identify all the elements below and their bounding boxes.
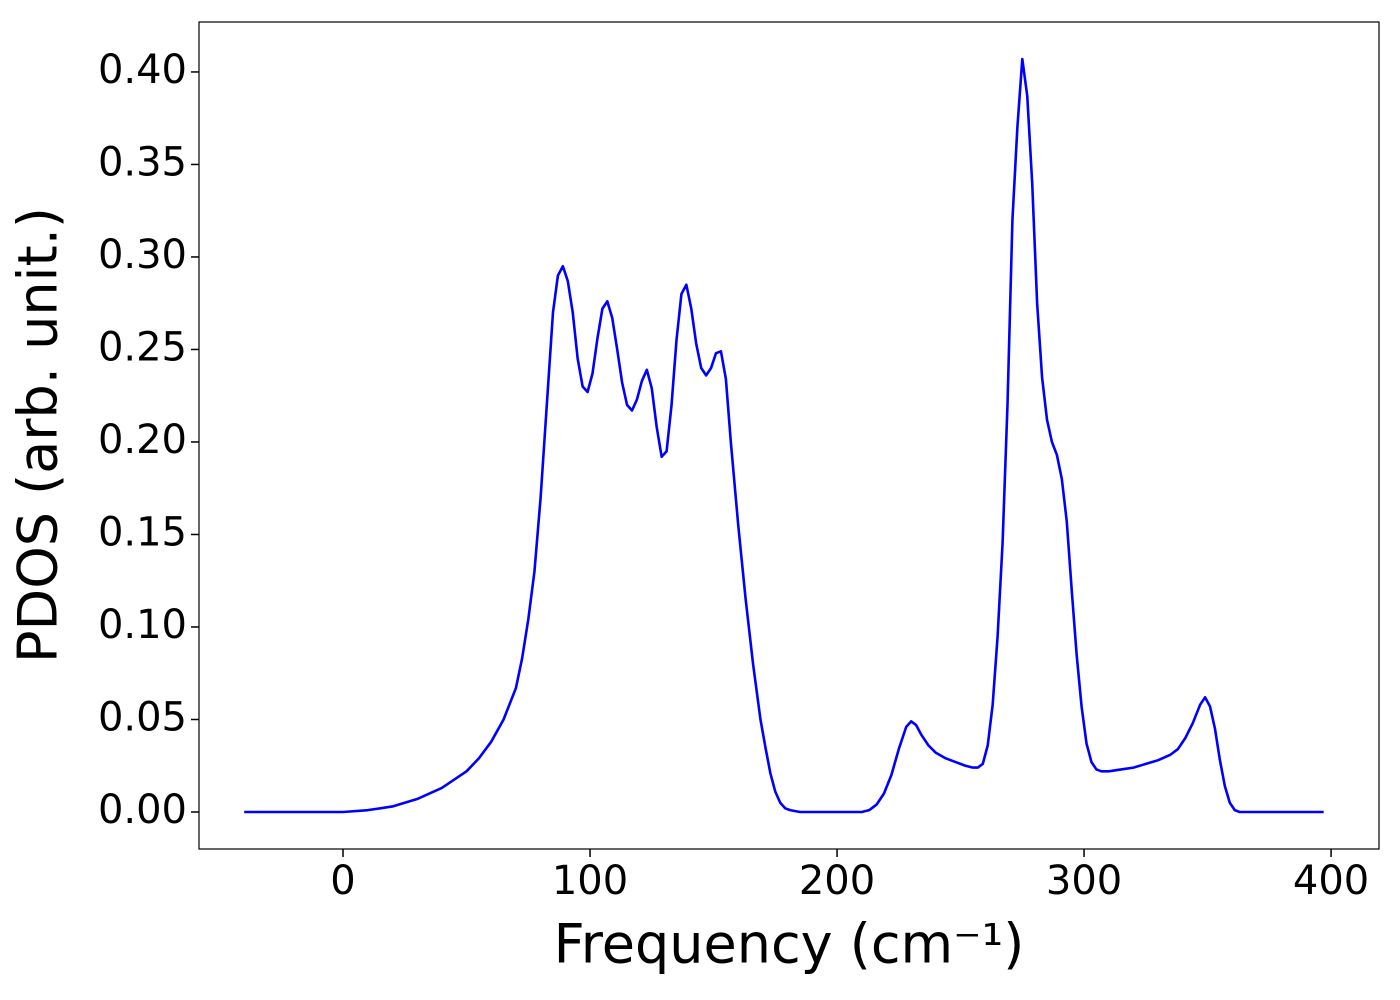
y-tick-label: 0.05	[98, 694, 187, 740]
y-tick-label: 0.00	[98, 787, 187, 833]
x-tick-label: 200	[799, 858, 875, 904]
plot-frame	[198, 21, 1380, 850]
y-tick-label: 0.30	[98, 232, 187, 278]
y-tick-label: 0.35	[98, 139, 187, 185]
y-tick-label: 0.40	[98, 47, 187, 93]
x-tick-label: 100	[552, 858, 628, 904]
x-axis-label: Frequency (cm⁻¹)	[554, 913, 1025, 976]
data-line	[244, 57, 1324, 814]
x-tick-label: 400	[1293, 858, 1369, 904]
x-tick-label: 0	[330, 858, 355, 904]
x-tick-label: 300	[1046, 858, 1122, 904]
y-tick-label: 0.15	[98, 509, 187, 555]
y-tick-label: 0.25	[98, 324, 187, 370]
y-axis-label: PDOS (arb. unit.)	[7, 207, 70, 663]
y-tick-label: 0.10	[98, 602, 187, 648]
y-tick-label: 0.20	[98, 417, 187, 463]
